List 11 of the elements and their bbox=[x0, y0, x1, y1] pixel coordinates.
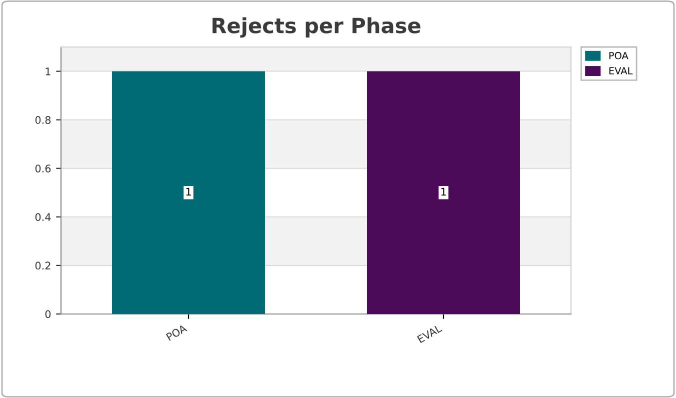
y-tick-label: 0.8 bbox=[35, 116, 51, 124]
legend-label: POA bbox=[609, 52, 628, 60]
y-tick-label: 0 bbox=[45, 310, 51, 318]
legend-label: EVAL bbox=[609, 67, 633, 74]
y-tick-label: 0.4 bbox=[35, 213, 51, 222]
chart-title: Rejects per Phase bbox=[212, 17, 420, 38]
y-tick-label: 0.6 bbox=[35, 164, 51, 172]
y-tick-label: 1 bbox=[46, 68, 50, 76]
data-label: 1 bbox=[441, 188, 446, 196]
data-label: 1 bbox=[186, 188, 191, 196]
y-tick-label: 0.2 bbox=[35, 262, 50, 270]
